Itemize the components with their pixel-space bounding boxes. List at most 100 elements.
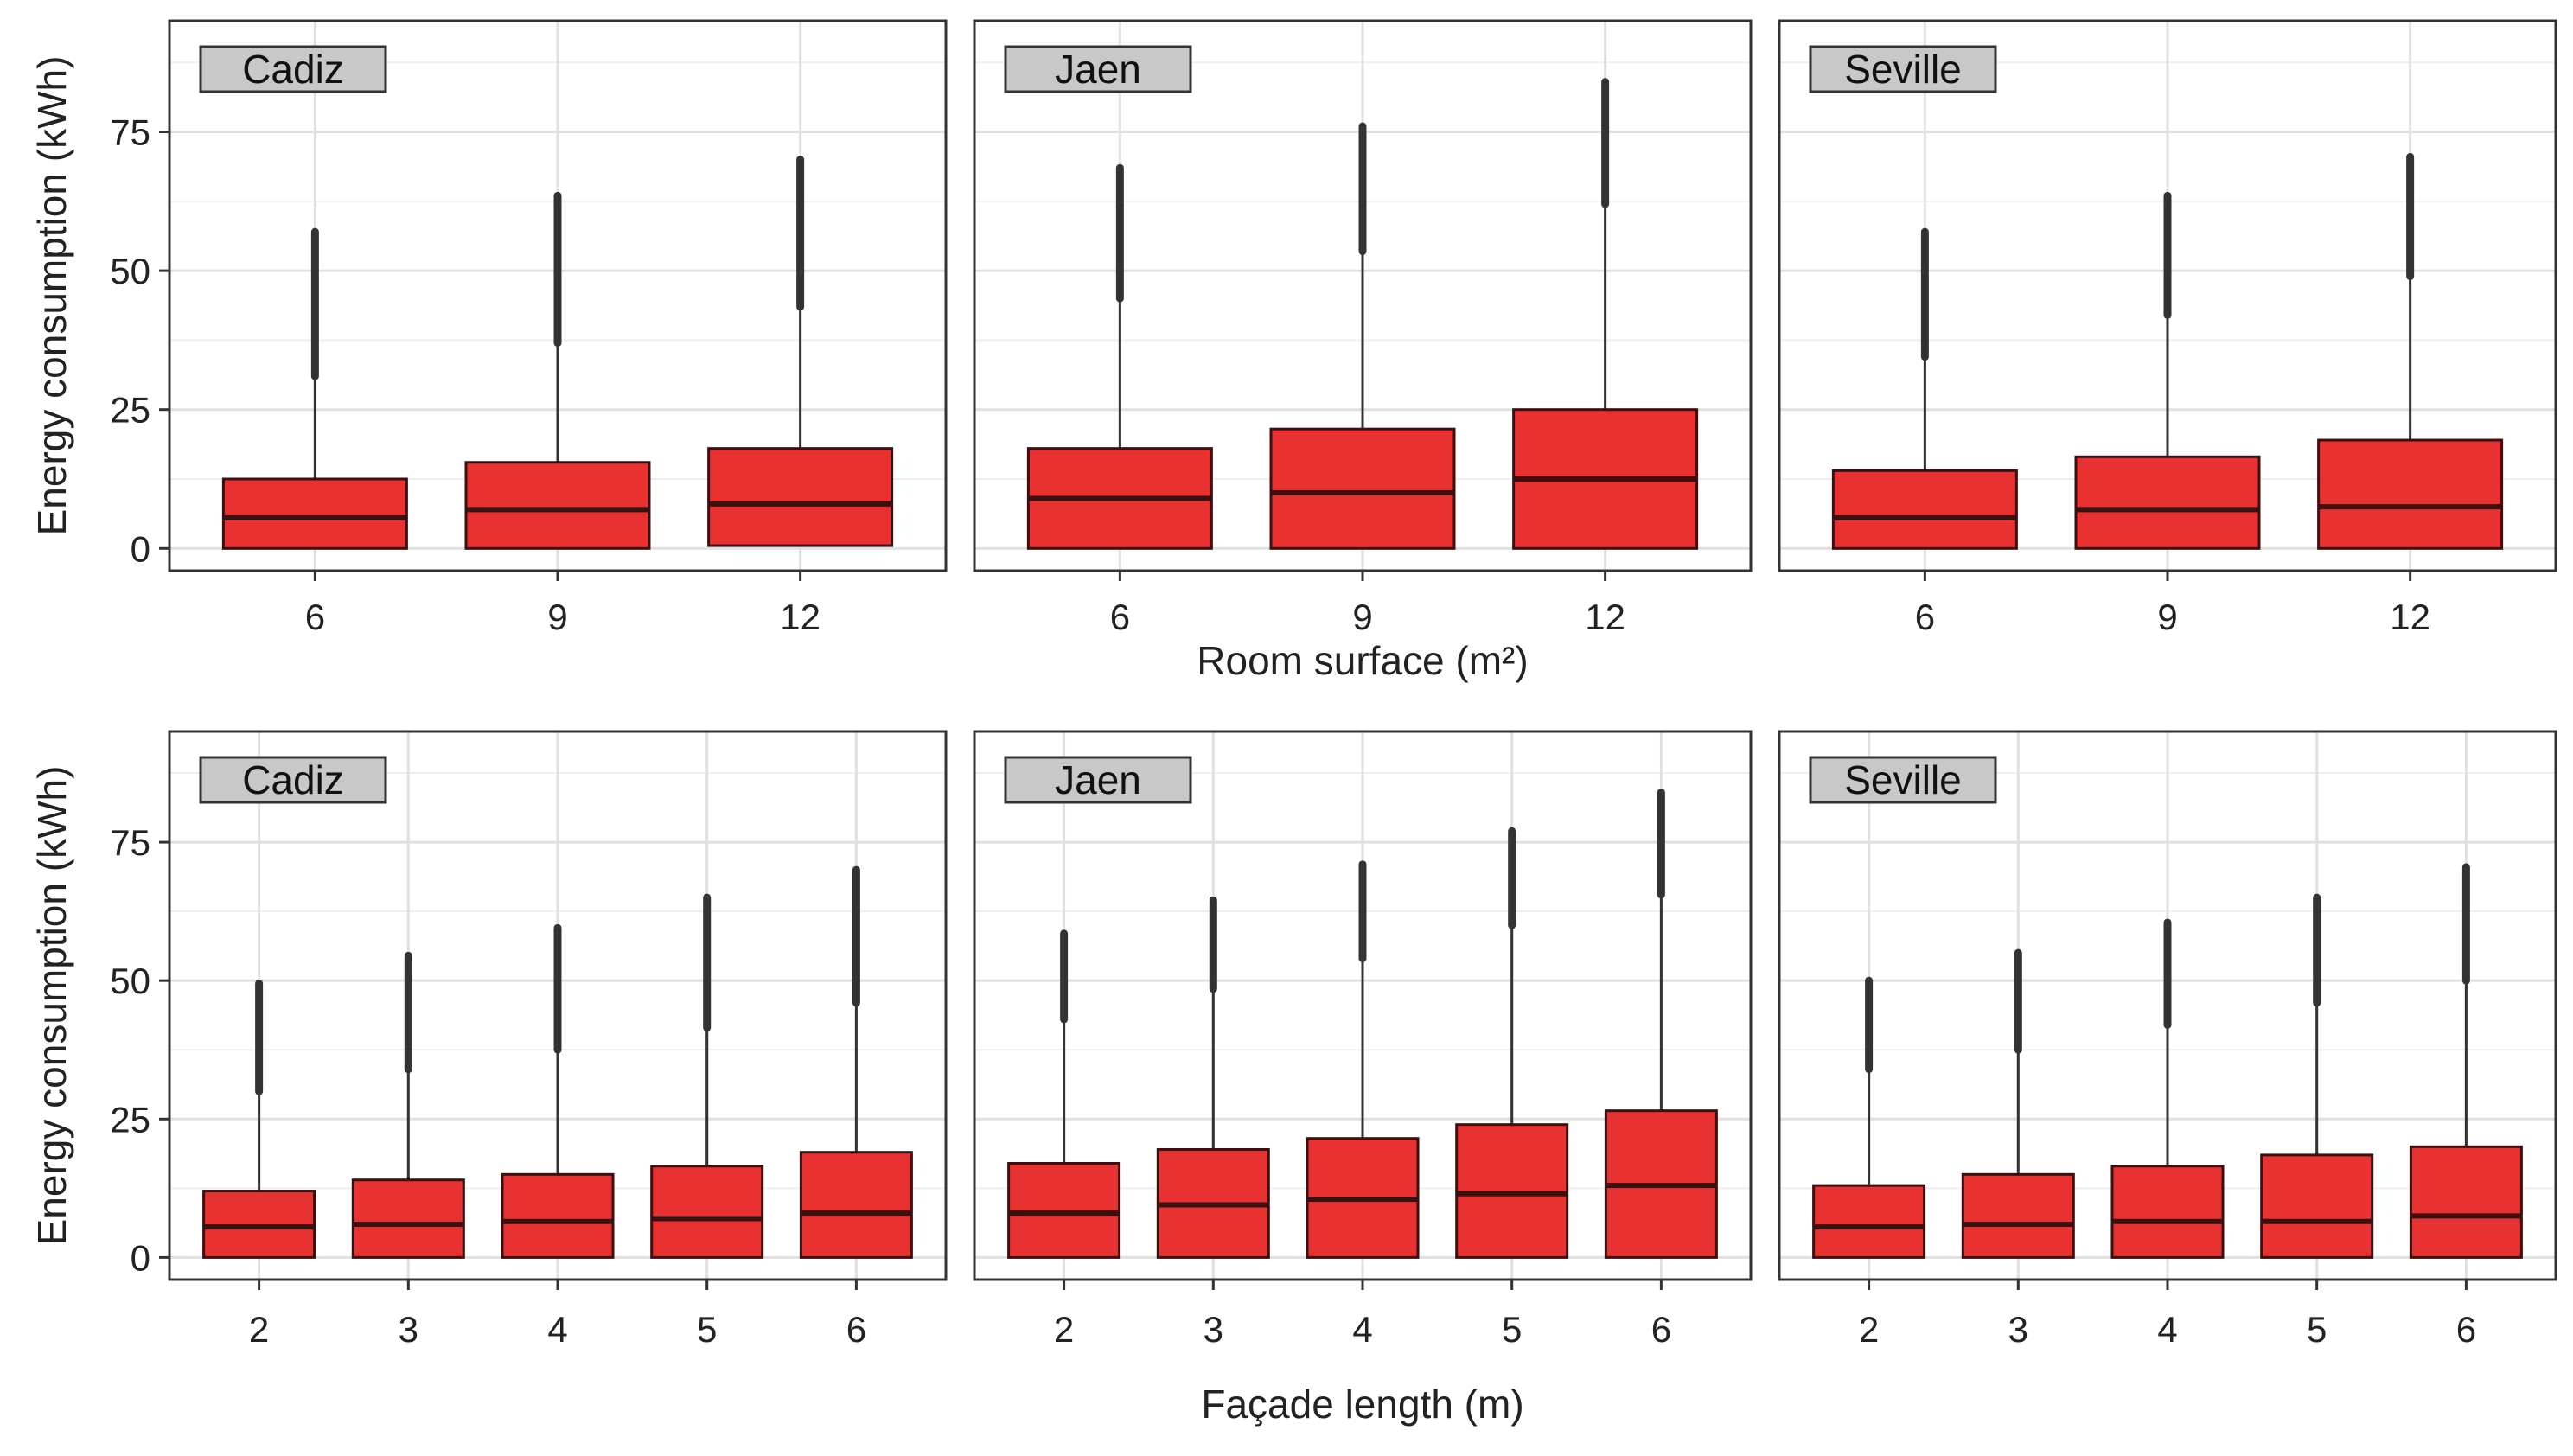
x-tick-label: 6 (1915, 597, 1935, 637)
box-body (2110, 1165, 2225, 1259)
box-seville-2 (1812, 976, 1926, 1259)
panel-1-jaen: Jaen 2 3 4 5 6 (973, 730, 1753, 1350)
box-body (464, 461, 651, 550)
box-seville-4 (2110, 918, 2225, 1259)
box-body (202, 1190, 316, 1259)
box-seville-9 (2074, 191, 2261, 550)
box-cadiz-5 (650, 893, 764, 1259)
x-tick-label: 12 (780, 597, 820, 637)
y-tick-label: 75 (110, 822, 150, 863)
facet-strip-label: Cadiz (242, 757, 344, 802)
facet-strip-label: Jaen (1055, 47, 1141, 92)
x-tick-label: 6 (1110, 597, 1130, 637)
box-body (2317, 438, 2504, 550)
x-tick-label: 9 (1352, 597, 1372, 637)
box-cadiz-4 (501, 923, 615, 1259)
x-tick-label: 6 (305, 597, 325, 637)
box-body (650, 1165, 764, 1259)
box-seville-3 (1961, 948, 2075, 1259)
facet-strip-label: Seville (1844, 47, 1962, 92)
x-tick-label: 4 (1352, 1309, 1372, 1350)
box-cadiz-6 (799, 865, 913, 1259)
box-jaen-2 (1007, 929, 1121, 1259)
box-seville-6 (1831, 227, 2018, 550)
panel-0-jaen: Jaen 6 9 12 (973, 19, 1753, 637)
x-tick-label: 3 (1204, 1309, 1223, 1350)
x-tick-label: 4 (2157, 1309, 2177, 1350)
box-seville-5 (2260, 893, 2374, 1259)
panel-0-cadiz: Cadiz 6 9 12 (168, 19, 948, 637)
facet-strip-label: Jaen (1055, 757, 1141, 802)
box-cadiz-9 (464, 191, 651, 550)
facet-strip-label-box (1004, 45, 1192, 93)
x-tick-label: 4 (547, 1309, 567, 1350)
panel-0-seville: Seville 6 9 12 (1778, 19, 2557, 637)
box-body (2260, 1153, 2374, 1259)
box-body (351, 1178, 465, 1259)
box-cadiz-3 (351, 951, 465, 1259)
box-body (1269, 427, 1456, 550)
box-body (2074, 455, 2261, 550)
y-tick-label: 0 (131, 1237, 150, 1278)
box-body (1831, 469, 2018, 550)
x-tick-label: 12 (2390, 597, 2430, 637)
box-body (1961, 1172, 2075, 1259)
x-tick-label: 5 (697, 1309, 717, 1350)
box-body (1007, 1162, 1121, 1259)
facet-strip-label-box (199, 756, 387, 804)
y-tick-label: 75 (110, 112, 150, 152)
box-jaen-6 (1604, 788, 1718, 1259)
box-body (799, 1151, 913, 1259)
panel-1-cadiz: Cadiz 2 3 4 5 6 (168, 730, 948, 1350)
x-tick-label: 2 (249, 1309, 269, 1350)
x-tick-label: 6 (1651, 1309, 1671, 1350)
box-jaen-3 (1156, 896, 1270, 1259)
box-body (221, 477, 408, 550)
box-body (707, 447, 894, 547)
facet-strip-label: Seville (1844, 757, 1962, 802)
box-jaen-12 (1512, 78, 1699, 550)
x-tick-label: 5 (2307, 1309, 2327, 1350)
panel-1-seville: Seville 2 3 4 5 6 (1778, 730, 2557, 1350)
facet-strip-label-box (1004, 756, 1192, 804)
box-body (1455, 1123, 1569, 1259)
box-jaen-5 (1455, 827, 1569, 1259)
x-tick-label: 6 (846, 1309, 866, 1350)
y-tick-label: 25 (110, 1099, 150, 1140)
box-jaen-4 (1306, 860, 1420, 1259)
x-tick-label: 9 (547, 597, 567, 637)
facet-strip-label-box (199, 45, 387, 93)
x-tick-label: 2 (1054, 1309, 1074, 1350)
x-tick-label: 5 (1502, 1309, 1522, 1350)
x-tick-label: 6 (2456, 1309, 2476, 1350)
x-tick-label: 9 (2157, 597, 2177, 637)
y-tick-label: 50 (110, 251, 150, 291)
facet-strip-label: Cadiz (242, 47, 344, 92)
box-body (1812, 1184, 1926, 1259)
x-tick-label: 12 (1585, 597, 1625, 637)
box-cadiz-6 (221, 227, 408, 550)
y-axis-title: Energy consumption (kWh) (29, 766, 74, 1246)
x-tick-label: 3 (2008, 1309, 2028, 1350)
facet-strip-label-box (1809, 45, 1997, 93)
facet-strip-label-box (1809, 756, 1997, 804)
y-tick-label: 50 (110, 961, 150, 1001)
x-tick-label: 2 (1859, 1309, 1879, 1350)
box-body (2409, 1145, 2523, 1259)
x-axis-title: Room surface (m²) (1197, 638, 1528, 683)
chart-row-0: Cadiz 6 9 12 Jaen 6 9 12 Seville 6 9 12 0 25 50 75 Energ… (29, 19, 2557, 683)
box-body (501, 1172, 615, 1259)
box-jaen-6 (1026, 163, 1213, 550)
box-seville-6 (2409, 863, 2523, 1259)
box-cadiz-12 (707, 156, 894, 547)
chart-row-1: Cadiz 2 3 4 5 6 Jaen 2 3 4 5 6 Seville 2 3 4 5 6 0 25 50 75 En… (29, 730, 2557, 1427)
x-tick-label: 3 (399, 1309, 418, 1350)
y-tick-label: 25 (110, 390, 150, 431)
box-cadiz-2 (202, 979, 316, 1259)
box-seville-12 (2317, 152, 2504, 550)
y-axis-title: Energy consumption (kWh) (29, 56, 74, 536)
y-tick-label: 0 (131, 528, 150, 569)
x-axis-title: Façade length (m) (1201, 1382, 1523, 1427)
box-jaen-9 (1269, 122, 1456, 550)
